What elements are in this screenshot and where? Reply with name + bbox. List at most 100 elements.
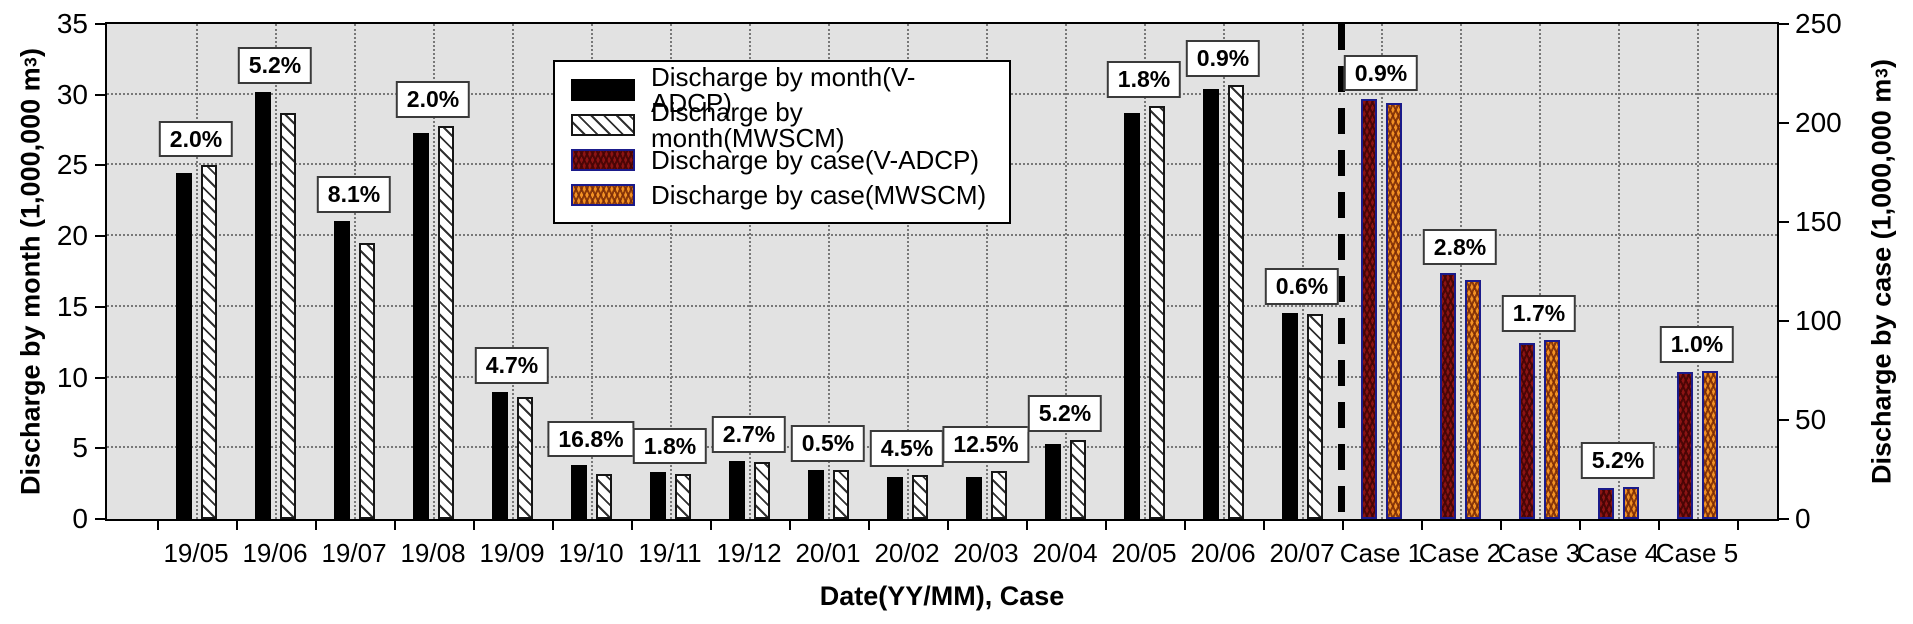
month-bar-v-adcp: [491, 391, 508, 519]
left-axis-tick-label: 35: [56, 8, 88, 39]
left-axis-tick-mark: [95, 23, 105, 25]
x-tick-mark: [1183, 521, 1186, 530]
v-gridline: [986, 24, 988, 519]
month-bar-mwscm: [1227, 84, 1244, 519]
right-axis-tick-label: 250: [1795, 8, 1842, 39]
diff-label: 5.2%: [1027, 395, 1103, 432]
solid-black-swatch-icon: [571, 78, 635, 101]
v-gridline: [1460, 24, 1462, 519]
right-axis-tick-mark: [1779, 221, 1789, 223]
month-bar-mwscm: [1069, 439, 1086, 519]
v-gridline: [907, 24, 909, 519]
h-gridline: [107, 234, 1777, 237]
x-tick-mark: [472, 521, 475, 530]
left-axis-tick-mark: [95, 164, 105, 167]
month-bar-v-adcp: [1202, 89, 1219, 519]
diff-label: 12.5%: [942, 426, 1030, 463]
v-gridline: [749, 24, 751, 519]
x-tick-mark: [709, 521, 712, 530]
v-gridline: [354, 24, 356, 519]
diff-label: 16.8%: [547, 420, 635, 458]
case-bar-mwscm: [1622, 486, 1639, 519]
diff-label: 1.7%: [1501, 295, 1577, 332]
v-gridline: [828, 24, 830, 519]
month-bar-mwscm: [1148, 106, 1165, 519]
x-tick-label: Case 3: [1497, 538, 1581, 568]
x-tick-label: 20/01: [795, 538, 861, 568]
case-bar-mwscm: [1701, 371, 1718, 519]
x-tick-label: 19/11: [638, 538, 702, 568]
x-tick-mark: [1341, 521, 1344, 530]
diff-label: 4.5%: [869, 430, 945, 468]
left-axis-tick-mark: [95, 518, 105, 520]
diff-label: 1.8%: [632, 427, 708, 465]
left-axis-tick-label: 30: [56, 78, 88, 110]
right-axis-tick-label: 200: [1795, 107, 1842, 138]
left-axis-tick-label: 5: [72, 432, 88, 464]
diff-label: 5.2%: [1580, 441, 1656, 479]
v-gridline: [433, 24, 435, 519]
case-bar-v-adcp: [1360, 99, 1377, 519]
left-axis-tick-label: 25: [56, 149, 88, 181]
right-axis-tick-mark: [1779, 320, 1789, 322]
left-axis-tick-label: 20: [56, 220, 88, 252]
month-bar-v-adcp: [254, 91, 271, 519]
case-separator-line: [1338, 24, 1345, 519]
x-tick-label: 19/12: [716, 538, 782, 568]
x-tick-label: 19/07: [321, 538, 387, 568]
case-bar-v-adcp: [1597, 488, 1614, 519]
left-axis-title-suffix: ): [15, 48, 46, 58]
right-axis-tick-label: 0: [1795, 503, 1811, 534]
month-bar-v-adcp: [807, 469, 824, 519]
diff-label: 1.0%: [1659, 326, 1735, 364]
x-tick-label: Case 5: [1655, 538, 1739, 568]
v-gridline: [1144, 24, 1146, 519]
diff-label: 0.6%: [1264, 267, 1340, 305]
legend-item: Discharge by month(MWSCM): [571, 99, 993, 151]
right-axis-tick-mark: [1779, 23, 1789, 25]
month-bar-v-adcp: [649, 472, 666, 519]
legend-item: Discharge by case(MWSCM): [571, 177, 993, 212]
month-bar-mwscm: [358, 243, 375, 519]
maroon-weave-swatch-icon: [571, 148, 635, 171]
diff-label: 0.5%: [790, 424, 866, 462]
x-tick-mark: [1420, 521, 1423, 530]
legend-label: Discharge by case(V-ADCP): [651, 144, 979, 175]
month-bar-mwscm: [753, 462, 770, 519]
left-axis-tick-mark: [95, 376, 105, 379]
diff-label: 5.2%: [237, 47, 313, 84]
month-bar-v-adcp: [1123, 113, 1140, 519]
diff-label: 2.8%: [1422, 228, 1498, 266]
v-gridline: [275, 24, 277, 519]
case-bar-mwscm: [1543, 339, 1560, 519]
v-gridline: [1381, 24, 1383, 519]
diff-label: 0.9%: [1343, 54, 1419, 92]
right-axis-tick-mark: [1779, 419, 1789, 421]
right-axis-tick-mark: [1779, 518, 1789, 520]
v-gridline: [591, 24, 593, 519]
left-axis-tick-mark: [95, 93, 105, 96]
x-tick-label: 20/04: [1032, 538, 1098, 568]
legend-label: Discharge by case(MWSCM): [651, 179, 987, 210]
x-tick-mark: [867, 521, 870, 530]
x-axis-title: Date(YY/MM), Case: [819, 581, 1065, 611]
left-axis-tick-label: 10: [56, 361, 88, 393]
month-bar-v-adcp: [728, 461, 745, 519]
x-tick-label: Case 2: [1418, 538, 1502, 568]
x-tick-mark: [551, 521, 554, 530]
diff-label: 0.9%: [1185, 40, 1261, 77]
x-tick-label: 19/09: [479, 538, 545, 568]
white-hatch-swatch-icon: [571, 113, 635, 136]
v-gridline: [196, 24, 198, 519]
x-tick-mark: [1736, 521, 1739, 530]
x-tick-label: 19/08: [400, 538, 466, 568]
x-tick-mark: [1657, 521, 1660, 530]
v-gridline: [1697, 24, 1699, 519]
x-tick-mark: [1578, 521, 1581, 530]
month-bar-v-adcp: [333, 220, 350, 519]
x-tick-mark: [1025, 521, 1028, 530]
left-axis-tick-mark: [95, 235, 105, 238]
v-gridline: [1065, 24, 1067, 519]
x-tick-label: 20/03: [953, 538, 1019, 568]
